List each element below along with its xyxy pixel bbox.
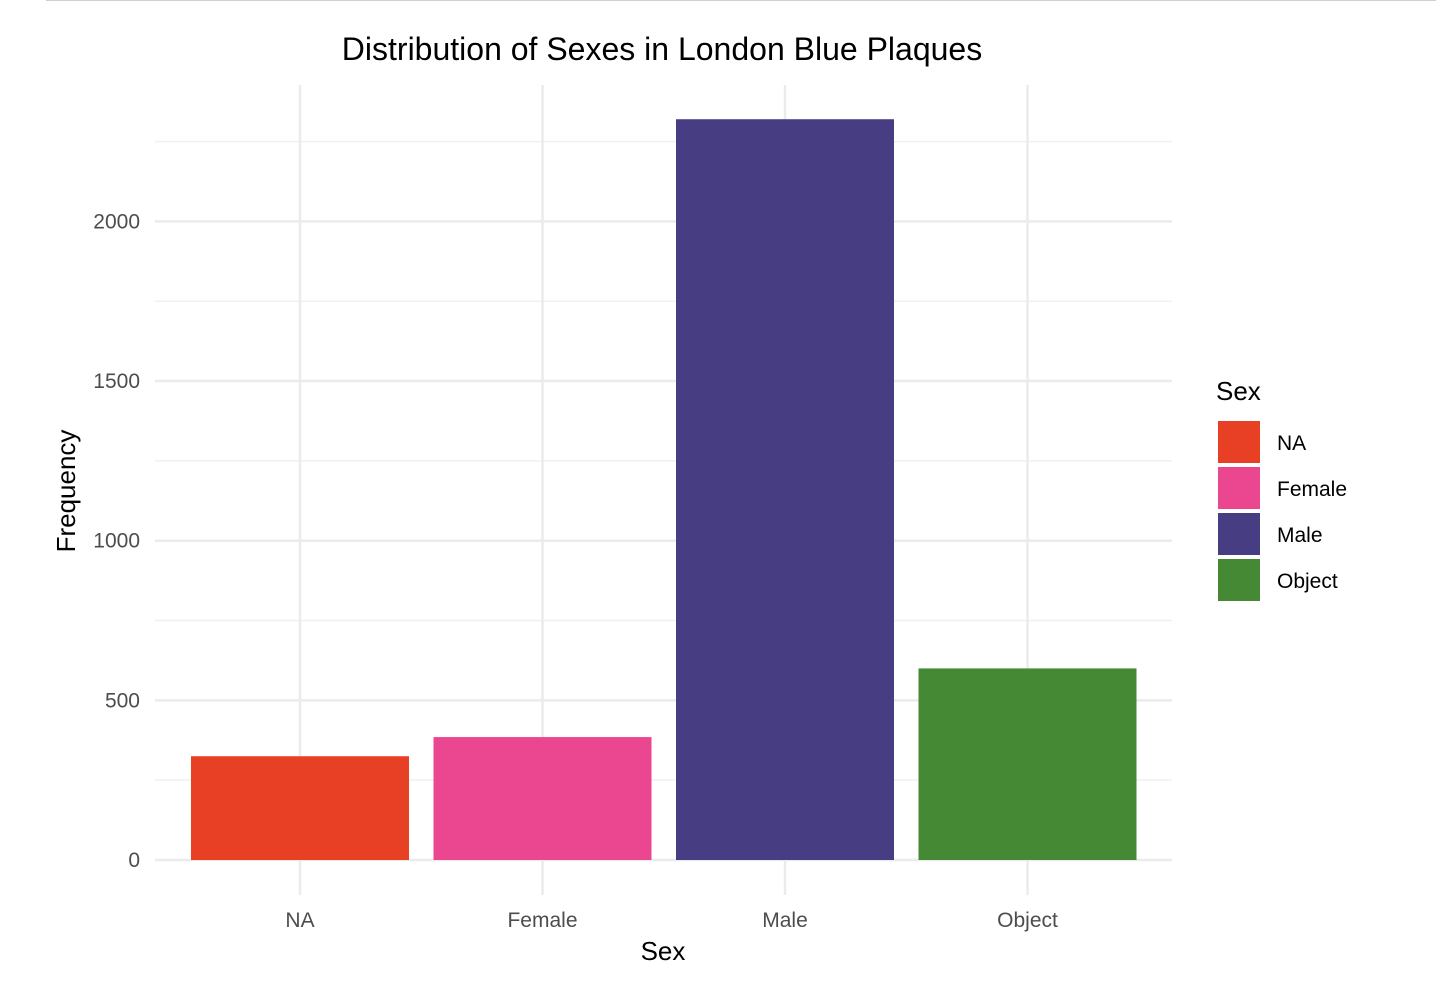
legend-swatch-male: [1218, 513, 1260, 555]
chart-title: Distribution of Sexes in London Blue Pla…: [342, 31, 982, 67]
y-axis-title: Frequency: [51, 430, 81, 553]
y-tick-label: 500: [105, 689, 140, 712]
x-tick-label: Object: [997, 909, 1058, 932]
legend-swatch-female: [1218, 467, 1260, 509]
y-tick-label: 1500: [93, 370, 140, 393]
x-tick-label: Male: [762, 909, 808, 932]
legend-title: Sex: [1216, 376, 1261, 406]
legend-label: Female: [1277, 478, 1347, 501]
legend-items: NA Female Male Object: [1218, 421, 1347, 601]
bar-na: [191, 756, 409, 860]
bars: [191, 119, 1137, 860]
legend-swatch-na: [1218, 421, 1260, 463]
y-tick-label: 1000: [93, 530, 140, 553]
x-tick-label: NA: [285, 909, 314, 932]
legend: Sex NA Female Male Object: [1216, 376, 1347, 601]
bar-object: [918, 668, 1137, 860]
x-tick-label: Female: [507, 909, 577, 932]
x-axis-ticks: NA Female Male Object: [285, 909, 1058, 932]
legend-label: Object: [1277, 570, 1338, 593]
legend-label: NA: [1277, 432, 1306, 455]
top-border-line: [46, 0, 1436, 1]
y-tick-label: 0: [128, 849, 140, 872]
bar-male: [676, 119, 894, 860]
legend-swatch-object: [1218, 559, 1260, 601]
y-tick-label: 2000: [93, 210, 140, 233]
x-axis-title: Sex: [641, 936, 686, 966]
legend-label: Male: [1277, 524, 1323, 547]
bar-female: [433, 737, 652, 860]
y-axis-ticks: 0 500 1000 1500 2000: [93, 210, 140, 872]
